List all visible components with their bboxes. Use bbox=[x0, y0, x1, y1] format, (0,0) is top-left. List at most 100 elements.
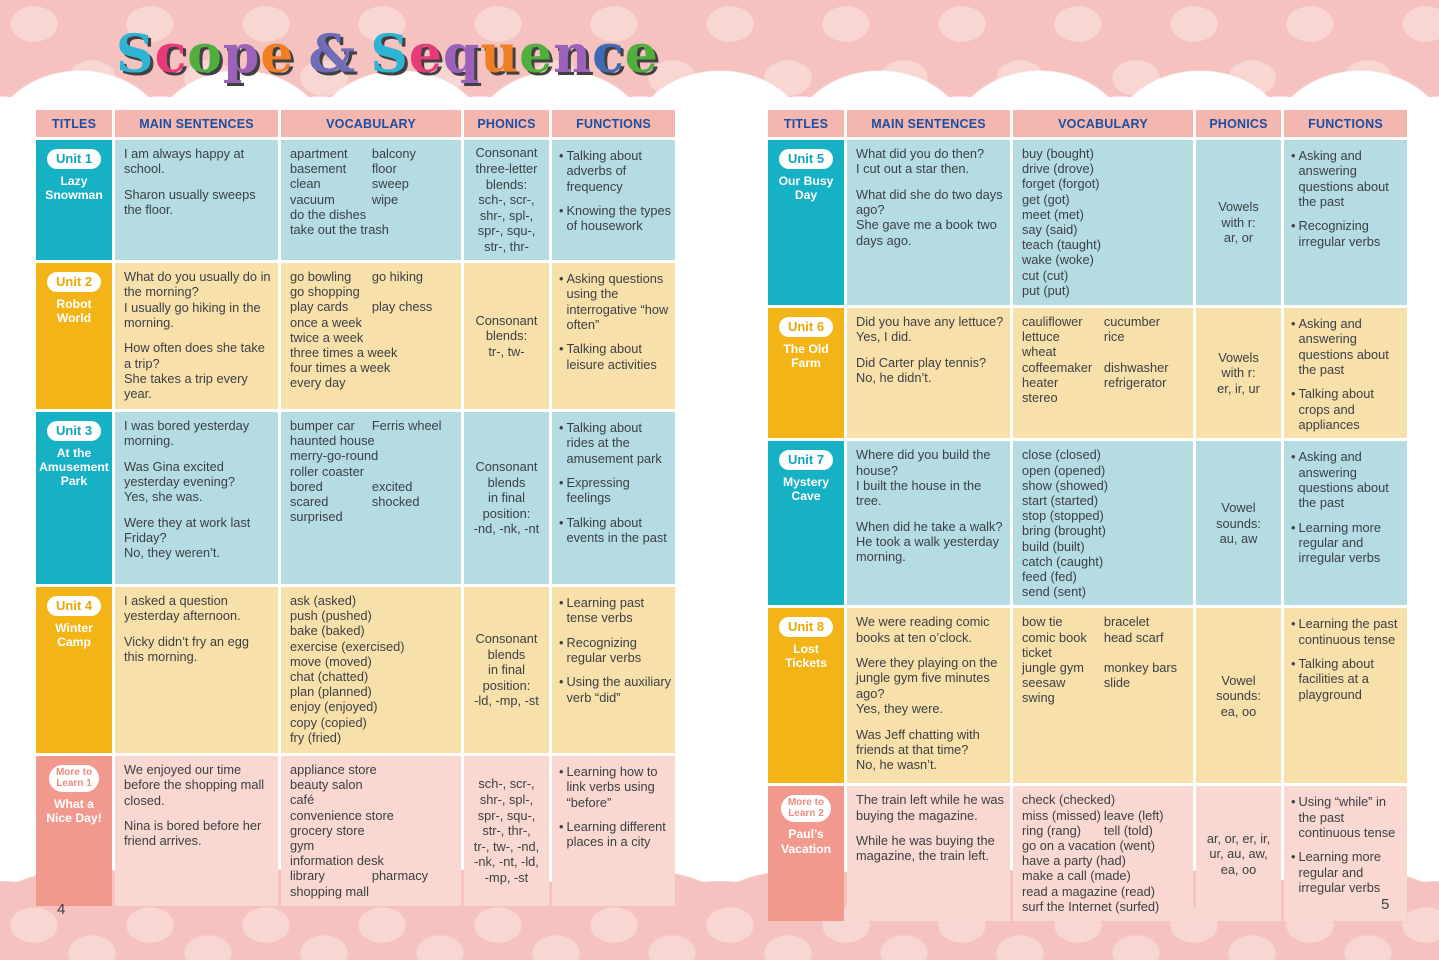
vocab-line: ask (asked) bbox=[290, 593, 457, 608]
vocab-line: go bowling go hiking bbox=[290, 269, 457, 284]
title-letter: u bbox=[480, 24, 520, 85]
unit-pill: Unit 5 bbox=[778, 149, 834, 169]
vocab-line: send (sent) bbox=[1022, 584, 1189, 599]
unit-pill: Unit 8 bbox=[778, 617, 834, 638]
bullet-icon: • bbox=[559, 514, 564, 530]
vocab-item: clean bbox=[290, 176, 321, 192]
function-text: Talking about events in the past bbox=[566, 514, 667, 546]
sentence-group: Where did you build the house? I built th… bbox=[856, 447, 1004, 508]
main-sentences-cell: The train left while he was buying the m… bbox=[847, 786, 1010, 922]
functions-cell: • Talking about adverbs of frequency • Know… bbox=[552, 140, 675, 260]
column-header: PHONICS bbox=[464, 110, 549, 137]
function-item: • Talking about rides at the amusement pa… bbox=[559, 420, 672, 466]
function-item: • Talking about leisure activities bbox=[559, 341, 672, 372]
function-text: Using the auxiliary verb “did” bbox=[566, 674, 672, 705]
vocab-item: meet (met) bbox=[1022, 206, 1084, 222]
vocab-item: feed (fed) bbox=[1022, 569, 1077, 585]
vocab-line: scared shocked bbox=[290, 494, 457, 509]
title-letter: e bbox=[260, 24, 295, 85]
vocab-line: take out the trash bbox=[290, 222, 457, 237]
vocab-line: information desk bbox=[290, 853, 457, 868]
cloud-background-bottom bbox=[0, 905, 1439, 960]
function-text: Using “while” in the past continuous ten… bbox=[1298, 794, 1396, 841]
vocab-item: bow tie bbox=[1022, 614, 1063, 630]
main-sentence: While he was buying the magazine, the tr… bbox=[856, 833, 995, 864]
column-header: TITLES bbox=[768, 110, 844, 137]
function-item: • Talking about adverbs of frequency bbox=[559, 148, 672, 194]
unit-title: Winter Camp bbox=[55, 620, 93, 650]
vocab-item: grocery store bbox=[290, 822, 365, 838]
phonics-cell: sch-, scr-, shr-, spl-, spr-, squ-, str-… bbox=[464, 756, 549, 906]
function-text: Asking and answering questions about the… bbox=[1298, 148, 1389, 210]
function-item: • Learning different places in a city bbox=[559, 819, 672, 850]
unit-title-cell: Unit 4 Winter Camp bbox=[36, 587, 112, 753]
title-letter: S bbox=[116, 24, 155, 85]
function-text: Talking about facilities at a playground bbox=[1298, 656, 1374, 702]
column-header: FUNCTIONS bbox=[1284, 110, 1407, 137]
main-sentences-cell: What do you usually do in the morning? I … bbox=[115, 263, 278, 409]
vocab-line: feed (fed) bbox=[1022, 569, 1189, 584]
unit-pill: Unit 7 bbox=[778, 450, 834, 471]
vocab-item: check (checked) bbox=[1022, 792, 1116, 808]
vocab-line: show (showed) bbox=[1022, 478, 1189, 493]
vocab-line: fry (fried) bbox=[290, 730, 457, 745]
title-letter: e bbox=[519, 24, 554, 85]
vocab-item: miss (missed) bbox=[1022, 807, 1101, 823]
vocab-item: once a week bbox=[290, 314, 362, 330]
vocab-line: jungle gym monkey bars bbox=[1022, 660, 1189, 675]
vocab-line: beauty salon bbox=[290, 777, 457, 792]
vocab-line: clean sweep bbox=[290, 176, 457, 191]
vocab-item: shopping mall bbox=[290, 883, 369, 899]
unit-pill: Unit 6 bbox=[778, 317, 834, 337]
function-item: • Expressing feelings bbox=[559, 475, 672, 506]
vocab-line: bring (brought) bbox=[1022, 523, 1189, 538]
column-header: PHONICS bbox=[1196, 110, 1281, 137]
vocab-item: plan (planned) bbox=[290, 684, 372, 700]
sentence-group: Was Jeff chatting with friends at that t… bbox=[856, 727, 1004, 773]
vocab-item: scared bbox=[290, 494, 329, 510]
vocab-item: drive (drove) bbox=[1022, 161, 1094, 177]
vocab-line: stereo bbox=[1022, 390, 1189, 405]
sentence-group: Did Carter play tennis? No, he didn’t. bbox=[856, 355, 1004, 386]
vocab-item: surf the Internet (surfed) bbox=[1022, 898, 1160, 914]
sentence-group: What do you usually do in the morning? I … bbox=[124, 269, 272, 330]
function-text: Talking about adverbs of frequency bbox=[566, 148, 642, 194]
unit-pill: Unit 4 bbox=[46, 596, 102, 616]
main-sentence: What do you usually do in the morning? bbox=[124, 269, 271, 300]
function-item: • Asking and answering questions about th… bbox=[1291, 148, 1404, 209]
bullet-icon: • bbox=[559, 271, 564, 286]
vocab-line: lettuce rice bbox=[1022, 329, 1189, 344]
vocab-item: stop (stopped) bbox=[1022, 508, 1104, 524]
unit-title: At the Amusement Park bbox=[39, 445, 109, 489]
bullet-icon: • bbox=[559, 148, 564, 163]
main-sentence: Where did you build the house? bbox=[856, 447, 991, 478]
main-sentence: I was bored yesterday morning. bbox=[124, 418, 250, 449]
main-sentence: I asked a question yesterday afternoon. bbox=[124, 593, 241, 624]
main-sentence: The train left while he was buying the m… bbox=[856, 792, 1004, 823]
function-text: Recognizing regular verbs bbox=[566, 634, 642, 666]
phonics-cell: Vowel sounds: au, aw bbox=[1196, 441, 1281, 606]
unit-title: Our Busy Day bbox=[778, 173, 834, 203]
main-sentences-cell: Did you have any lettuce? Yes, I did. Did … bbox=[847, 308, 1010, 439]
vocab-item: wipe bbox=[371, 191, 399, 207]
vocab-item: three times a week bbox=[290, 345, 398, 361]
vocab-line: stop (stopped) bbox=[1022, 508, 1189, 523]
vocab-item: go bowling bbox=[290, 269, 352, 284]
title-letter: p bbox=[222, 24, 261, 85]
title-letter: e bbox=[624, 24, 659, 85]
vocabulary-cell: appliance store beauty salon café convenien… bbox=[281, 756, 461, 906]
vocab-line: make a call (made) bbox=[1022, 868, 1189, 883]
vocab-item: surprised bbox=[290, 509, 343, 525]
main-sentence: Did Carter play tennis? bbox=[856, 354, 987, 370]
vocab-item: ticket bbox=[1022, 644, 1052, 660]
vocab-item: enjoy (enjoyed) bbox=[290, 699, 378, 715]
unit-title: Robot World bbox=[56, 296, 92, 326]
vocab-item: put (put) bbox=[1022, 282, 1070, 298]
functions-cell: • Asking and answering questions about th… bbox=[1284, 140, 1407, 305]
main-sentence: Yes, she was. bbox=[124, 489, 203, 505]
unit-title: What a Nice Day! bbox=[46, 797, 102, 826]
vocab-item: bumper car bbox=[290, 418, 355, 433]
vocab-line: plan (planned) bbox=[290, 684, 457, 699]
vocab-item: cucumber bbox=[1103, 314, 1161, 329]
title-letter: n bbox=[553, 24, 593, 85]
